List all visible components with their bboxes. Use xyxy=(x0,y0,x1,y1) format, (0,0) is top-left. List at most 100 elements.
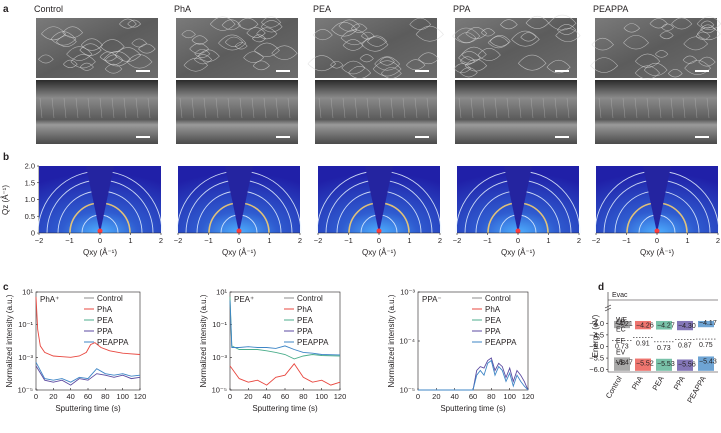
legend-label-ppa: PPA xyxy=(485,327,501,336)
b-x-tick-label: −1 xyxy=(483,236,492,245)
vb-value: −5.56 xyxy=(678,361,696,368)
scale-bar xyxy=(695,70,709,72)
gixd-map-pea: −2 −1 0 1 2 Qxy (Å⁻¹) xyxy=(314,166,442,257)
b-x-tick-label: 0 xyxy=(377,236,381,245)
sem-cross-image xyxy=(315,80,437,144)
sample-tick-label: PPA xyxy=(672,375,687,392)
grain-column xyxy=(634,97,638,119)
grain-boundary xyxy=(643,62,668,77)
grain-boundary xyxy=(695,31,711,40)
grain-boundary xyxy=(623,34,649,50)
gixd-map-pha: −2 −1 0 1 2 Qxy (Å⁻¹) xyxy=(174,166,302,257)
grain-boundary xyxy=(634,65,661,80)
grain-boundary xyxy=(489,34,511,47)
valence-band xyxy=(698,356,714,371)
grain-boundary xyxy=(477,48,501,61)
specular-spot xyxy=(376,228,382,234)
legend-label-control: Control xyxy=(485,294,511,303)
grain-column xyxy=(318,97,322,119)
grain-boundary xyxy=(381,67,402,79)
sample-label-pea: PEA xyxy=(313,4,331,14)
conduction-band xyxy=(635,320,651,330)
sem-cross-image xyxy=(176,80,298,144)
x-axis-label: Sputtering time (s) xyxy=(252,404,318,413)
sem-top-view-control xyxy=(36,18,158,78)
panel-d-letter: d xyxy=(598,282,604,293)
grain-boundary xyxy=(103,50,131,67)
grain-boundary xyxy=(312,29,333,41)
grain-boundary xyxy=(114,47,142,62)
series-line-ppa xyxy=(418,357,529,391)
grain-boundary xyxy=(104,54,124,66)
d-y-tick-label: −5.5 xyxy=(589,354,604,363)
grain-boundary xyxy=(409,17,432,30)
grain-column xyxy=(51,97,55,119)
x-tick-label: 40 xyxy=(450,392,458,401)
energy-bars-ppa: −4.30 −5.56 0.87 PPA xyxy=(672,320,696,392)
cb-value: −4.21 xyxy=(615,321,633,328)
b-y-axis-label: Qz (Å⁻¹) xyxy=(1,185,10,215)
grain-boundary xyxy=(461,46,487,61)
b-y-tick-label: 2.0 xyxy=(25,162,35,171)
tof-sims-plot-2: 10¹ 10⁻¹ 10⁻³ 10⁻⁵0 20 40 60 80 100 120 Sputtering… xyxy=(199,288,346,414)
grain-boundary xyxy=(127,19,142,28)
grain-boundary xyxy=(191,35,208,45)
ion-label: PEA⁺ xyxy=(234,295,254,304)
b-x-tick-label: −1 xyxy=(204,236,213,245)
grain-boundary xyxy=(458,51,481,64)
y-axis-label: Normalized intensity (a.u.) xyxy=(387,294,396,387)
b-y-tick-label: 0.5 xyxy=(25,212,35,221)
grain-boundary xyxy=(260,20,283,33)
conduction-band xyxy=(698,320,714,328)
grain-boundary xyxy=(63,59,78,69)
b-x-tick-label: −2 xyxy=(174,236,183,245)
sem-cross-section-ppa xyxy=(455,80,577,144)
x-tick-label: 20 xyxy=(432,392,440,401)
panel-b-letter: b xyxy=(3,152,9,163)
x-axis-label: Sputtering time (s) xyxy=(440,404,506,413)
grain-column xyxy=(622,97,626,119)
specular-spot xyxy=(654,228,660,234)
conduction-band xyxy=(677,320,693,331)
b-x-tick-label: 2 xyxy=(298,236,302,245)
grain-boundary xyxy=(348,66,372,79)
y-tick-label: 10⁻³ xyxy=(18,353,33,362)
scale-bar xyxy=(555,136,569,138)
x-tick-label: 120 xyxy=(334,392,347,401)
d-y-tick-label: −6.0 xyxy=(589,365,604,374)
ev-label: EV xyxy=(616,350,626,357)
grain-column xyxy=(706,97,710,119)
sem-cross-section-control xyxy=(36,80,158,144)
grain-boundary xyxy=(38,54,54,64)
sample-tick-label: Control xyxy=(604,374,624,400)
legend-label-pha: PhA xyxy=(297,305,313,314)
ec-label: EC xyxy=(616,326,626,333)
grain-boundary xyxy=(700,20,715,29)
x-tick-label: 60 xyxy=(469,392,477,401)
x-tick-label: 80 xyxy=(101,392,109,401)
grain-boundary xyxy=(557,24,577,35)
grain-column xyxy=(366,97,370,119)
b-x-tick-label: −1 xyxy=(344,236,353,245)
sem-top-image xyxy=(455,18,577,78)
valence-band xyxy=(635,358,651,371)
scale-bar xyxy=(276,70,290,72)
grain-boundary xyxy=(457,32,477,43)
grain-column xyxy=(426,97,430,119)
grain-column xyxy=(610,97,614,119)
series-line-pha xyxy=(229,363,341,386)
grain-boundary xyxy=(671,17,693,30)
sem-top-image xyxy=(36,18,158,78)
gixd-map-peappa: −2 −1 0 1 2 Qxy (Å⁻¹) xyxy=(592,166,720,257)
vb-label: VB xyxy=(616,360,626,367)
legend-label-peappa: PEAPPA xyxy=(485,338,517,347)
missing-wedge xyxy=(225,166,253,233)
scale-bar xyxy=(136,136,150,138)
legend-label-ppa: PPA xyxy=(297,327,313,336)
legend-label-peappa: PEAPPA xyxy=(297,338,329,347)
b-x-axis-label: Qxy (Å⁻¹) xyxy=(501,248,535,257)
grain-boundary xyxy=(500,19,518,30)
x-tick-label: 20 xyxy=(244,392,252,401)
tof-sims-plot-3: 10⁻³ 10⁻⁴ 10⁻⁵0 20 40 60 80 100 120 Sputtering ti… xyxy=(387,288,534,414)
